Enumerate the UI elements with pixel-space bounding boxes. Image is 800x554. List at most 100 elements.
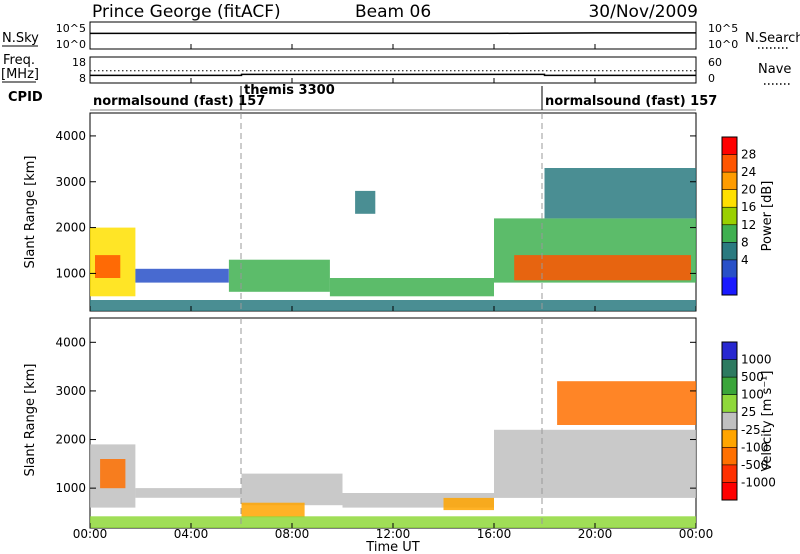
power-cbar-ticks-label-0: 28	[741, 148, 756, 162]
x-tick-label-3: 12:00	[376, 527, 411, 541]
x-axis-label: Time UT	[365, 540, 419, 554]
velocity-data-region-1	[100, 459, 126, 489]
x-tick-label-1: 04:00	[174, 527, 209, 541]
x-axis: 00:00 04:00 08:00 12:00 16:00 20:00 00:00	[73, 44, 714, 541]
velocity-colorbar: 1000 500 100 25 -25 -100 -500 -1000 Velocity [m…	[721, 341, 776, 501]
power-cbar-block-6	[722, 242, 737, 261]
x-tick-label-5: 20:00	[578, 527, 613, 541]
velocity-colorbar-label: Velocity [m s⁻¹]	[760, 371, 775, 472]
velocity-data-region-9	[90, 516, 696, 528]
nsearch-tick-top: 10^5	[708, 22, 738, 35]
nsearch-tick-bottom: 10^0	[708, 38, 738, 51]
power-data-region-7	[514, 255, 691, 281]
power-colorbar-ticks: 28 24 20 16 12 8 4	[722, 148, 756, 267]
power-cbar-ticks-label-4: 12	[741, 218, 756, 232]
power-y-ticks-label-2: 3000	[55, 175, 86, 189]
freq-label-2: [MHz]	[1, 67, 39, 82]
velocity-y-ticks-label-0: 1000	[55, 481, 86, 495]
vel-cbar-ticks-label-7: -1000	[741, 475, 776, 489]
vel-cbar-block-3	[722, 394, 737, 413]
power-cbar-ticks-label-6: 4	[741, 253, 749, 267]
nave-label: Nave	[758, 62, 791, 77]
power-data-region-5	[355, 190, 376, 214]
nsearch-label: N.Search	[745, 31, 800, 46]
power-data-region-3	[228, 259, 330, 292]
power-cbar-block-3	[722, 189, 737, 208]
velocity-colorbar-blocks	[722, 342, 737, 501]
velocity-y-ticks-label-1: 2000	[55, 433, 86, 447]
power-colorbar: 28 24 20 16 12 8 4 Power [dB]	[721, 136, 775, 296]
cpid-label: CPID	[8, 90, 43, 105]
vel-cbar-ticks-label-1: 500	[741, 370, 764, 384]
power-y-ticks-label-0: 1000	[55, 266, 86, 280]
velocity-data-region-3	[241, 473, 343, 506]
velocity-panel: Slant Range [km] 1000 2000 3000 4000	[23, 317, 697, 529]
power-cbar-ticks-label-5: 8	[741, 235, 749, 249]
cpid-mode-2: themis 3300	[244, 83, 335, 98]
power-cbar-block-5	[722, 224, 737, 243]
vel-cbar-block-0	[722, 342, 737, 361]
beam-title: Beam 06	[355, 2, 431, 22]
velocity-y-ticks-label-2: 3000	[55, 384, 86, 398]
power-data-region-9	[90, 300, 696, 311]
vel-cbar-block-8	[722, 482, 737, 501]
date-title: 30/Nov/2009	[588, 2, 698, 22]
power-cbar-block-8	[722, 277, 737, 296]
freq-series-line	[90, 73, 696, 77]
nsky-tick-top: 10^5	[56, 22, 86, 35]
nave-tick-bottom: 0	[708, 72, 715, 85]
nave-tick-top: 60	[708, 56, 722, 69]
power-colorbar-frame	[721, 136, 738, 296]
x-tick-label-6: 00:00	[679, 527, 714, 541]
station-title: Prince George (fitACF)	[92, 2, 281, 22]
power-cbar-block-2	[722, 172, 737, 191]
vel-cbar-ticks-label-4: -25	[741, 423, 761, 437]
velocity-data-region-8	[557, 381, 696, 425]
power-cbar-block-7	[722, 259, 737, 278]
vel-cbar-block-4	[722, 412, 737, 431]
vel-cbar-block-7	[722, 464, 737, 483]
velocity-data-region-4	[241, 502, 305, 518]
vel-cbar-block-2	[722, 377, 737, 396]
power-cbar-ticks-label-2: 20	[741, 183, 756, 197]
velocity-y-label: Slant Range [km]	[23, 364, 38, 477]
power-cbar-block-0	[722, 137, 737, 156]
vel-cbar-ticks-label-2: 100	[741, 388, 764, 402]
x-tick-label-4: 16:00	[477, 527, 512, 541]
vel-cbar-ticks-label-3: 25	[741, 405, 756, 419]
x-tick-label-0: 00:00	[73, 527, 108, 541]
cpid-mode-1: normalsound (fast) 157	[93, 94, 265, 109]
vel-cbar-block-5	[722, 429, 737, 448]
velocity-data-marks	[90, 381, 696, 528]
power-cbar-block-4	[722, 207, 737, 226]
nsky-label: N.Sky	[2, 31, 39, 46]
power-cbar-ticks-label-3: 16	[741, 200, 756, 214]
power-data-marks	[90, 168, 696, 311]
cpid-strip: CPID normalsound (fast) 157 themis 3300 …	[8, 83, 717, 111]
cpid-mode-3: normalsound (fast) 157	[545, 94, 717, 109]
velocity-data-region-7	[494, 429, 696, 498]
power-colorbar-blocks	[722, 137, 737, 296]
vel-cbar-ticks-label-5: -100	[741, 440, 768, 454]
freq-panel: Freq. [MHz] 18 8 60 0 Nave	[1, 53, 791, 85]
power-data-region-4	[329, 278, 494, 297]
power-panel: Slant Range [km] 1000 2000 3000 4000	[23, 112, 697, 312]
velocity-colorbar-ticks: 1000 500 100 25 -25 -100 -500 -1000	[722, 353, 776, 489]
velocity-data-region-2	[135, 488, 242, 498]
power-data-region-8	[544, 168, 696, 219]
power-data-region-2	[135, 268, 229, 283]
velocity-data-region-6	[443, 497, 494, 511]
velocity-y-ticks: 1000 2000 3000 4000	[55, 335, 696, 495]
power-cbar-block-1	[722, 154, 737, 173]
freq-tick-top: 18	[72, 56, 86, 69]
power-y-label: Slant Range [km]	[23, 156, 38, 269]
vel-cbar-block-1	[722, 359, 737, 378]
freq-tick-bottom: 8	[79, 72, 86, 85]
x-tick-label-2: 08:00	[275, 527, 310, 541]
velocity-colorbar-frame	[721, 341, 738, 501]
nsky-tick-bottom: 10^0	[56, 38, 86, 51]
power-cbar-ticks-label-1: 24	[741, 165, 756, 179]
nsky-series-line	[90, 32, 696, 35]
power-colorbar-label: Power [dB]	[760, 181, 775, 252]
